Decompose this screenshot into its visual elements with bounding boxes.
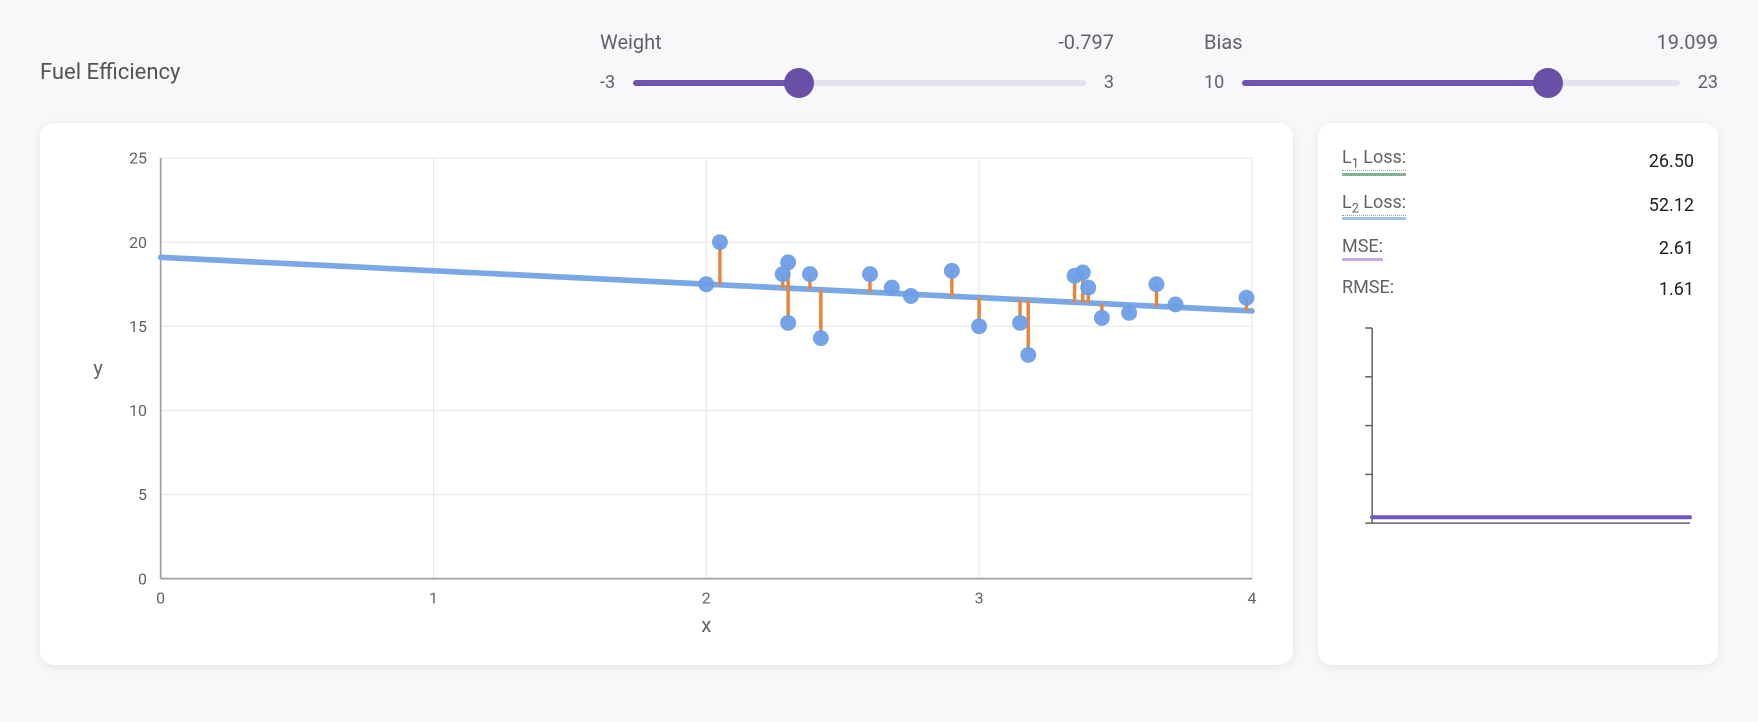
mse-value: 2.61 bbox=[1659, 238, 1694, 259]
bias-slider-value: 19.099 bbox=[1657, 30, 1718, 54]
bias-slider-block: Bias 19.099 10 23 bbox=[1204, 30, 1718, 93]
l2-loss-label: L2 Loss: bbox=[1342, 192, 1406, 221]
svg-text:2: 2 bbox=[702, 589, 711, 608]
svg-text:1: 1 bbox=[429, 589, 438, 608]
svg-text:y: y bbox=[93, 356, 103, 380]
svg-text:25: 25 bbox=[129, 149, 147, 168]
svg-text:15: 15 bbox=[129, 317, 147, 336]
svg-text:10: 10 bbox=[129, 401, 147, 420]
weight-slider[interactable] bbox=[633, 80, 1086, 86]
loss-history-chart bbox=[1342, 322, 1694, 533]
page-title: Fuel Efficiency bbox=[40, 30, 560, 85]
metrics-card: L1 Loss: 26.50 L2 Loss: 52.12 MSE: 2.61 … bbox=[1318, 123, 1718, 665]
mse-label: MSE: bbox=[1342, 236, 1383, 261]
svg-text:4: 4 bbox=[1247, 589, 1256, 608]
scatter-chart: 0 1 2 3 4 0 5 10 15 20 25 x y bbox=[64, 141, 1269, 641]
l2-loss-value: 52.12 bbox=[1649, 195, 1694, 216]
rmse-label: RMSE: bbox=[1342, 277, 1394, 302]
bias-slider[interactable] bbox=[1242, 80, 1680, 86]
bias-slider-min: 10 bbox=[1204, 72, 1224, 93]
svg-text:0: 0 bbox=[156, 589, 165, 608]
svg-text:5: 5 bbox=[138, 485, 147, 504]
weight-slider-label: Weight bbox=[600, 30, 662, 54]
svg-text:x: x bbox=[701, 613, 711, 637]
l1-loss-value: 26.50 bbox=[1649, 151, 1694, 172]
bias-slider-label: Bias bbox=[1204, 30, 1243, 54]
weight-slider-value: -0.797 bbox=[1058, 30, 1114, 54]
bias-slider-max: 23 bbox=[1698, 72, 1718, 93]
rmse-value: 1.61 bbox=[1659, 279, 1694, 300]
weight-slider-max: 3 bbox=[1104, 72, 1114, 93]
l1-loss-label: L1 Loss: bbox=[1342, 147, 1406, 176]
svg-text:0: 0 bbox=[138, 569, 147, 588]
weight-slider-min: -3 bbox=[600, 72, 615, 93]
svg-text:20: 20 bbox=[129, 233, 147, 252]
svg-text:3: 3 bbox=[975, 589, 984, 608]
chart-card: 0 1 2 3 4 0 5 10 15 20 25 x y bbox=[40, 123, 1293, 665]
weight-slider-block: Weight -0.797 -3 3 bbox=[600, 30, 1114, 93]
